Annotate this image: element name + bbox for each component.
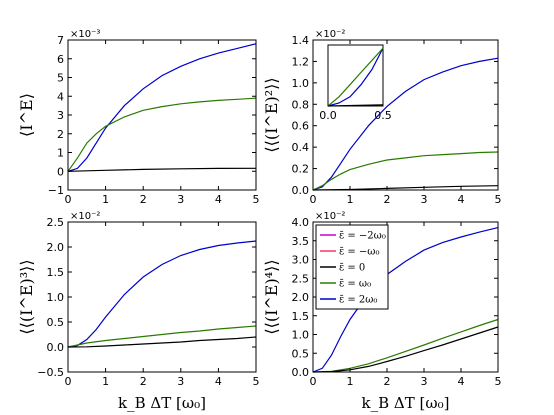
series-line-1 <box>67 43 257 172</box>
series-line-3 <box>312 185 499 191</box>
y-tick-label: 2.5 <box>292 272 310 285</box>
x-tick-label: 5 <box>495 193 502 206</box>
series-line-2 <box>67 97 257 172</box>
y-tick-label: 1.0 <box>292 77 310 90</box>
y-tick-label: 7 <box>57 34 64 47</box>
x-tick-label: 3 <box>421 375 428 388</box>
x-tick-label: 3 <box>177 193 184 206</box>
y-axis-label: ⟨⟨(I^E)⁴⟩⟩ <box>262 259 281 334</box>
x-tick-label: 2 <box>384 375 391 388</box>
x-tick-label: 3 <box>177 375 184 388</box>
y-tick-label: 3 <box>57 109 64 122</box>
offset-text: ×10⁻³ <box>70 29 100 40</box>
y-tick-label: 1.0 <box>292 329 310 342</box>
legend-label: ε̄ = −2ω₀ <box>339 231 386 242</box>
legend-label: ε̄ = ω₀ <box>339 279 371 290</box>
y-tick-label: 5 <box>57 72 64 85</box>
x-axis-label: k_B ΔT [ω₀] <box>362 394 450 412</box>
series-line-3 <box>67 167 257 172</box>
series-line-1 <box>67 240 257 348</box>
y-tick-label: 2.5 <box>47 216 65 229</box>
y-tick-label: 1 <box>57 147 64 160</box>
y-tick-label: 2 <box>57 128 64 141</box>
series-line-2 <box>67 325 257 348</box>
series-line-2 <box>312 318 499 373</box>
x-axis-label: k_B ΔT [ω₀] <box>118 394 206 412</box>
y-tick-label: 4 <box>57 90 64 103</box>
series-line-3 <box>312 326 499 373</box>
x-tick-label: 4 <box>458 375 465 388</box>
x-tick-label: 5 <box>253 193 260 206</box>
x-tick-label: 1 <box>102 375 109 388</box>
x-tick-label: 4 <box>458 193 465 206</box>
series-line-2 <box>312 151 499 191</box>
axes-frame <box>67 39 257 191</box>
y-tick-label: 0.4 <box>292 141 310 154</box>
x-tick-label: 2 <box>140 193 147 206</box>
chart-panel-4: 0 1 2 3 4 5 0.0 0.5 1.0 1.5 2.0 2.5 3.0 3.5 4.0 ×10⁻² ⟨⟨… <box>262 211 502 412</box>
y-tick-label: 1.5 <box>292 310 310 323</box>
y-tick-label: 1.5 <box>47 266 65 279</box>
x-tick-label: 5 <box>253 375 260 388</box>
y-axis-label: ⟨I^E⟩ <box>17 93 36 137</box>
legend-label: ε̄ = 2ω₀ <box>339 295 377 306</box>
y-tick-label: 1.2 <box>292 55 310 68</box>
inset-series-line-3 <box>327 104 384 107</box>
offset-text: ×10⁻² <box>70 211 100 222</box>
x-tick-label: 4 <box>215 193 222 206</box>
y-tick-label: 0.0 <box>47 341 65 354</box>
offset-text: ×10⁻² <box>315 29 345 40</box>
inset-x-tick-label: 0.0 <box>319 109 337 122</box>
x-tick-label: 1 <box>102 193 109 206</box>
y-tick-label: 0.5 <box>292 347 310 360</box>
x-tick-label: 5 <box>495 375 502 388</box>
inset-frame <box>327 44 384 107</box>
x-tick-label: 2 <box>140 375 147 388</box>
x-tick-label: 4 <box>215 375 222 388</box>
x-tick-label: 0 <box>65 375 72 388</box>
series-line-3 <box>67 336 257 348</box>
inset-plot: 0.0 0.5 <box>319 44 392 122</box>
y-tick-label: 0.5 <box>47 316 65 329</box>
y-tick-label: 2.0 <box>47 241 65 254</box>
legend-label: ε̄ = −ω₀ <box>339 247 379 258</box>
y-tick-label: 0.8 <box>292 98 310 111</box>
x-tick-label: 2 <box>384 193 391 206</box>
y-tick-label: 2.0 <box>292 291 310 304</box>
y-tick-label: 0.0 <box>292 366 310 379</box>
chart-panel-2: 0 1 2 3 4 5 0.0 0.2 0.4 0.6 0.8 1.0 1.2 1.4 ×10⁻² ⟨⟨(I^… <box>262 29 502 206</box>
x-tick-label: 0 <box>65 193 72 206</box>
x-tick-label: 3 <box>421 193 428 206</box>
series-line-1 <box>312 57 499 191</box>
legend: ε̄ = −2ω₀ ε̄ = −ω₀ ε̄ = 0 ε̄ = ω₀ ε̄ = 2ω₀ <box>315 224 389 310</box>
legend-label: ε̄ = 0 <box>339 263 365 274</box>
y-axis-label: ⟨⟨(I^E)³⟩⟩ <box>17 259 36 334</box>
x-tick-label: 0 <box>310 375 317 388</box>
y-tick-label: 3.5 <box>292 235 310 248</box>
y-tick-label: 4.0 <box>292 216 310 229</box>
y-tick-label: 0.0 <box>292 184 310 197</box>
chart-panel-3: 0 1 2 3 4 5 −0.5 0.0 0.5 1.0 1.5 2.0 2.5 ×10⁻² ⟨⟨(I^E)… <box>17 211 260 412</box>
axes-frame <box>312 39 499 191</box>
y-axis-label: ⟨⟨(I^E)²⟩⟩ <box>262 77 281 152</box>
y-tick-label: −1 <box>48 184 64 197</box>
inset-series-line-1 <box>327 47 384 107</box>
y-tick-label: −0.5 <box>37 366 64 379</box>
y-tick-label: 3.0 <box>292 254 310 267</box>
y-tick-label: 0.6 <box>292 120 310 133</box>
x-tick-label: 1 <box>347 375 354 388</box>
inset-series-line-2 <box>327 47 384 107</box>
y-tick-label: 1.4 <box>292 34 310 47</box>
y-tick-label: 0.2 <box>292 163 310 176</box>
x-tick-label: 0 <box>310 193 317 206</box>
offset-text: ×10⁻² <box>315 211 345 222</box>
x-tick-label: 1 <box>347 193 354 206</box>
y-tick-label: 1.0 <box>47 291 65 304</box>
inset-x-tick-label: 0.5 <box>374 109 392 122</box>
y-tick-label: 0 <box>57 165 64 178</box>
y-tick-label: 6 <box>57 53 64 66</box>
